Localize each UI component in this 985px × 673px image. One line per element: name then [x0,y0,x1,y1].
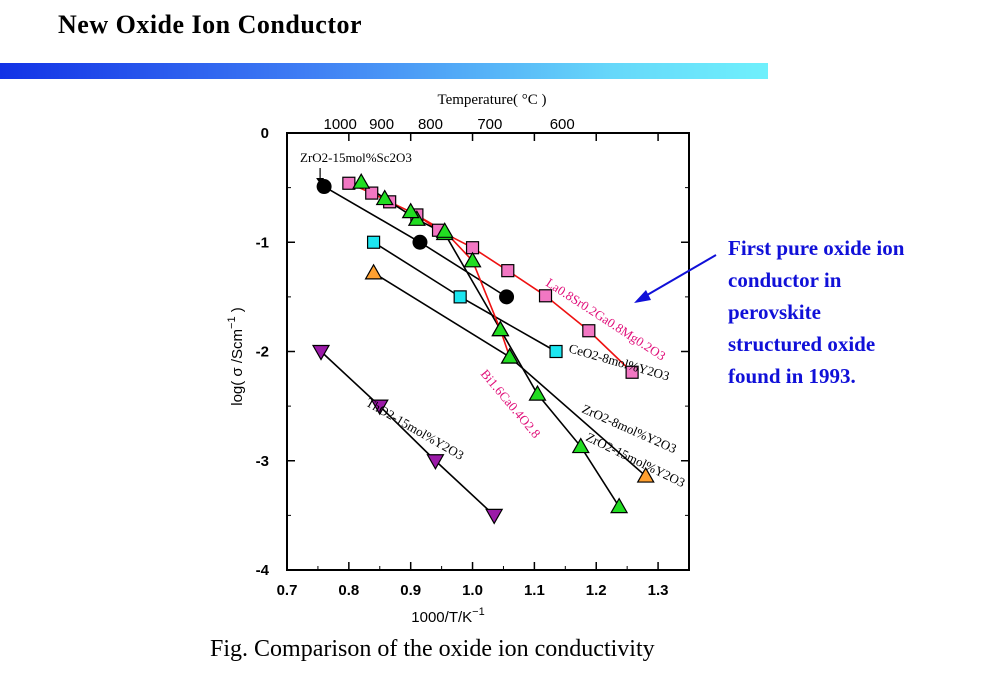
point-square [366,235,381,249]
point-triangle-down [485,508,504,525]
annotation-line-3: perovskite [728,300,821,324]
point-triangle-up [636,466,655,483]
x-tick-label: 0.9 [400,582,421,599]
x-tick-label: 0.8 [338,582,359,599]
point-triangle-up [463,251,482,268]
figure-caption: Fig. Comparison of the oxide ion conduct… [210,636,655,662]
point-triangle-up [352,172,371,189]
point-triangle-up [435,222,454,238]
point-square [342,176,356,190]
x-axis-label: 1000/T/K−1 [411,606,484,626]
point-triangle-up [491,320,510,337]
series-label-6: ThO2-15mol%Y2O3 [364,395,467,463]
point-triangle-up [500,347,519,364]
annotation-note: First pure oxide ion conductor in perovs… [728,232,968,392]
point-triangle-up [610,497,629,514]
annotation-line-4: structured oxide [728,332,876,356]
annotation-arrow-head [634,290,651,303]
point-square [549,344,563,359]
series-line-6 [320,350,495,516]
top-tick-label: 600 [550,116,575,133]
point-triangle-up [375,189,394,206]
top-tick-label: 700 [477,116,502,133]
annotation-arrows [316,168,717,303]
y-tick-label: -2 [256,344,269,361]
plot-frame [286,132,690,571]
point-triangle-up [364,263,383,280]
x-tick-label: 0.7 [277,582,298,599]
point-triangle-down [311,344,331,361]
top-tick-label: 900 [369,116,394,133]
y-tick-label: -3 [256,453,269,470]
point-triangle-up [407,210,426,226]
axes: 0.7 0.8 0.9 1.0 1.1 1.2 1.3 0 -1 -2 -3 -4 1000 900 800… [226,92,689,626]
y-axis-label: log( σ /Scm−1 ) [226,307,246,406]
annotation-line-2: conductor in [728,268,842,292]
top-tick-label: 1000 [324,116,357,133]
point-square [625,365,639,379]
point-circle [412,234,428,250]
plot-border [286,132,690,571]
series-labels: ZrO2-15mol%Sc2O3La0.8Sr0.2Ga0.8Mg0.2O3Ce… [300,150,688,490]
series-layer [311,172,655,525]
title-gradient-bar [0,63,768,79]
point-square [501,264,515,278]
x-tick-label: 1.2 [586,582,607,599]
slide-title: New Oxide Ion Conductor [58,10,363,39]
point-square [538,289,553,303]
x-tick-label: 1.0 [462,582,483,599]
point-triangle-up [528,384,547,401]
series-line-1 [348,182,633,373]
point-triangle-down [426,454,445,470]
annotation-line-5: found in 1993. [728,364,856,388]
point-triangle-down [370,399,389,416]
point-square [365,186,379,200]
point-circle [499,289,515,305]
top-axis-label: Temperature( °C ) [437,92,546,108]
point-triangle-up [571,437,590,454]
top-tick-label: 800 [418,116,443,133]
y-tick-label: -4 [256,562,270,579]
y-tick-label: 0 [261,125,269,142]
annotation-arrow-shaft [641,254,717,299]
annotation-line-1: First pure oxide ion [728,236,905,260]
point-square [582,324,596,338]
y-tick-label: -1 [256,234,269,251]
x-tick-label: 1.1 [524,582,545,599]
series-label-0: ZrO2-15mol%Sc2O3 [300,150,412,165]
label-arrow-head [316,178,325,184]
x-tick-label: 1.3 [648,582,669,599]
point-triangle-up [401,202,420,219]
point-square [453,290,467,304]
